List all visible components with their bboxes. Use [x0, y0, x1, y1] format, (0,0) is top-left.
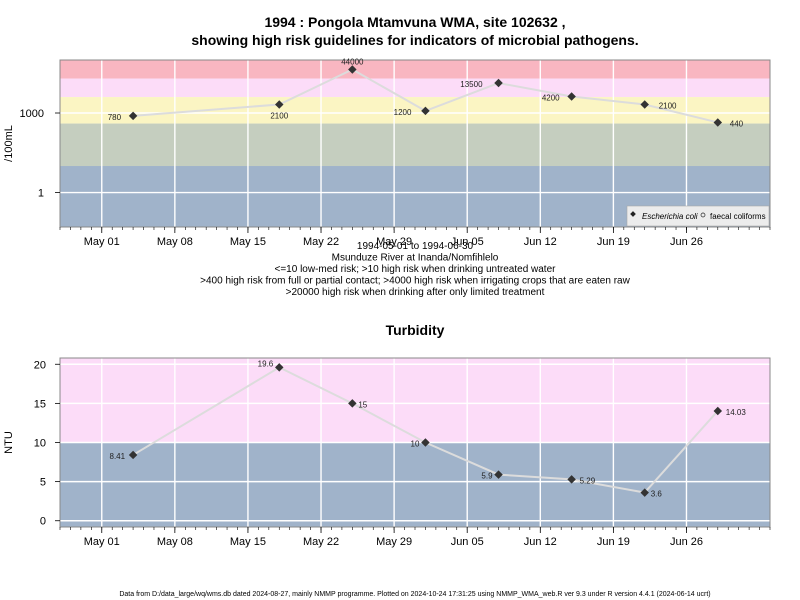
- data-point: [421, 438, 430, 447]
- data-label: 8.41: [110, 452, 126, 461]
- y-axis-label: NTU: [3, 431, 15, 454]
- x-tick-label: Jun 12: [524, 536, 557, 548]
- y-tick-label: 1000: [20, 108, 44, 120]
- chart-title: Turbidity: [386, 322, 445, 338]
- x-tick-label: Jun 19: [597, 236, 630, 248]
- x-tick-label: Jun 05: [451, 536, 484, 548]
- data-point: [275, 100, 284, 109]
- legend-marker-ecoli: [630, 211, 636, 217]
- caption-line: >400 high risk from full or partial cont…: [200, 276, 630, 287]
- risk-band-red: [60, 60, 770, 79]
- series-line: [133, 68, 719, 124]
- y-tick-label: 15: [34, 398, 46, 410]
- x-tick-label: May 29: [376, 236, 412, 248]
- data-label: 780: [108, 113, 122, 122]
- x-tick-label: Jun 19: [597, 536, 630, 548]
- data-label: 2100: [659, 101, 677, 110]
- risk-band-green: [60, 123, 770, 167]
- y-tick-label: 20: [34, 359, 46, 371]
- x-tick-label: Jun 12: [524, 236, 557, 248]
- x-tick-label: May 01: [84, 536, 120, 548]
- data-label: 1200: [394, 108, 412, 117]
- x-tick-label: May 01: [84, 236, 120, 248]
- data-label: 14.03: [726, 408, 747, 417]
- legend: Escherichia coli faecal coliforms: [626, 205, 770, 227]
- legend-marker-faecal: [700, 212, 706, 218]
- y-tick-label: 5: [40, 477, 46, 489]
- y-tick-label: 10: [34, 438, 46, 450]
- data-label: 5.9: [481, 472, 493, 481]
- x-tick-label: Jun 05: [451, 236, 484, 248]
- y-axis-label: /100mL: [3, 125, 15, 162]
- data-label: 10: [411, 440, 420, 449]
- data-point: [640, 488, 649, 497]
- data-point: [275, 363, 284, 372]
- y-tick-label: 1: [38, 188, 44, 200]
- data-label: 13500: [460, 80, 483, 89]
- x-tick-label: May 08: [157, 236, 193, 248]
- chart-panel-1: May 01 May 08 May 15 May 22 May 29 Jun 05 Jun …: [3, 14, 771, 298]
- data-point: [348, 65, 357, 74]
- data-label: 4200: [542, 93, 560, 102]
- risk-band-pink: [60, 78, 770, 98]
- caption-line: 1994-05-01 to 1994-06-30: [357, 241, 474, 252]
- chart-title: 1994 : Pongola Mtamvuna WMA, site 102632…: [264, 14, 565, 30]
- x-tick-label: May 15: [230, 236, 266, 248]
- risk-band-blue: [60, 442, 770, 527]
- x-tick-label: May 22: [303, 236, 339, 248]
- data-point: [494, 470, 503, 479]
- x-tick-label: May 08: [157, 536, 193, 548]
- data-point: [421, 106, 430, 116]
- data-label: 440: [730, 119, 744, 128]
- data-label: 3.6: [651, 490, 663, 499]
- caption-line: Msunduze River at Inanda/Nomfihlelo: [332, 253, 499, 264]
- x-tick-label: May 15: [230, 536, 266, 548]
- chart-panel-2: May 01 May 08 May 15 May 22 May 29 Jun 05 Jun …: [3, 322, 771, 548]
- data-point: [567, 475, 576, 484]
- chart-subtitle: showing high risk guidelines for indicat…: [191, 32, 638, 48]
- footer-note: Data from D:/data_large/wq/wms.db dated …: [119, 591, 710, 598]
- x-tick-label: Jun 26: [670, 236, 703, 248]
- data-point: [713, 406, 723, 416]
- y-tick-label: 0: [40, 516, 46, 528]
- x-tick-label: May 29: [376, 536, 412, 548]
- data-label: 44000: [341, 57, 364, 66]
- data-label: 15: [358, 400, 367, 409]
- data-label: 5.29: [580, 476, 596, 485]
- series-line: [132, 366, 719, 494]
- data-point: [128, 450, 138, 460]
- data-point: [128, 111, 138, 121]
- caption-line: >20000 high risk when drinking after onl…: [286, 287, 545, 298]
- data-label: 19.6: [258, 359, 274, 368]
- x-tick-label: May 22: [303, 536, 339, 548]
- data-point: [348, 399, 357, 408]
- risk-band-pink: [60, 358, 770, 443]
- risk-band-yellow: [60, 97, 770, 124]
- legend-box: [626, 205, 770, 227]
- legend-label-ecoli: Escherichia coli: [642, 212, 698, 221]
- x-tick-label: Jun 26: [670, 536, 703, 548]
- data-label: 2100: [270, 111, 288, 120]
- legend-label-faecal: faecal coliforms: [710, 212, 766, 221]
- data-point: [494, 78, 503, 88]
- caption-line: <=10 low-med risk; >10 high risk when dr…: [275, 264, 557, 275]
